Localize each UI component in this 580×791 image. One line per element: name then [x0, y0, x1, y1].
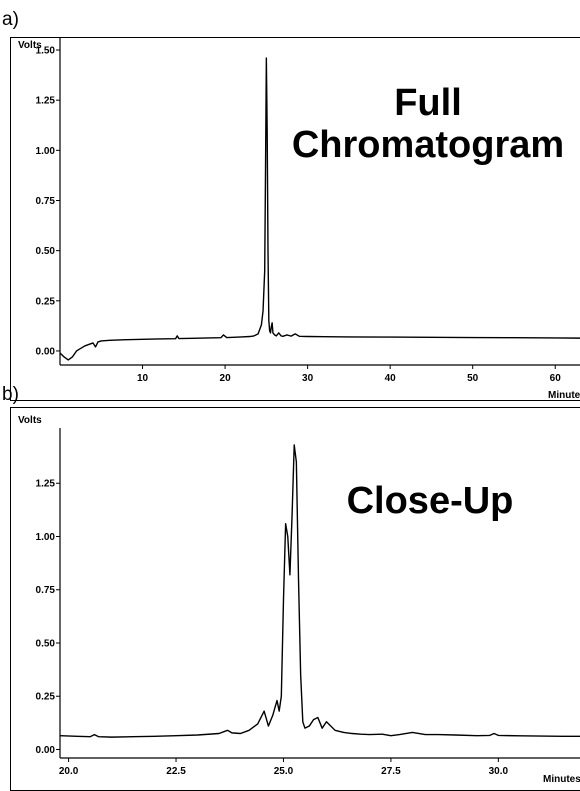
y-axis-unit-label: Volts: [18, 40, 42, 51]
chart-b: 0.00 0.25 0.50 0.75 1.00 1.25 20.0 22.5 25.0 27.5…: [18, 415, 580, 785]
y-tick-label: 0.75: [36, 196, 56, 207]
x-tick-label: 60: [550, 373, 562, 384]
panel-a-title-line1: Full: [394, 82, 462, 124]
x-tick-label: 50: [467, 373, 479, 384]
x-tick-label: 30.0: [489, 766, 509, 777]
y-axis-unit-label: Volts: [18, 415, 42, 426]
panel-a-label: a): [2, 9, 19, 30]
y-tick-label: 0.50: [36, 638, 56, 649]
panel-b-title: Close-Up: [346, 480, 514, 522]
x-tick-label: 27.5: [381, 766, 401, 777]
panel-a-title: Full Chromatogram: [268, 82, 580, 166]
x-axis-unit-label: Minutes: [548, 390, 580, 401]
x-tick-label: 10: [137, 373, 149, 384]
x-tick-label: 40: [385, 373, 397, 384]
y-tick-label: 1.00: [36, 532, 56, 543]
y-tick-label: 0.50: [36, 246, 56, 257]
x-tick-label: 22.5: [166, 766, 186, 777]
panel-b-label: b): [2, 384, 19, 405]
y-tick-label: 0.00: [36, 745, 56, 756]
y-tick-label: 0.00: [36, 346, 56, 357]
panel-b-frame: [10, 407, 580, 791]
chart-a: 0.00 0.25 0.50 0.75 1.00 1.25 1.50 10 20 30 40 50 60…: [18, 38, 580, 401]
y-tick-label: 0.25: [36, 692, 56, 703]
x-tick-label: 20.0: [59, 766, 79, 777]
x-tick-label: 25.0: [274, 766, 294, 777]
y-tick-label: 0.25: [36, 296, 56, 307]
x-tick-label: 20: [220, 373, 232, 384]
series-line: [59, 57, 580, 361]
x-tick-label: 30: [302, 373, 314, 384]
y-tick-label: 1.25: [36, 479, 56, 490]
series-line: [59, 444, 580, 738]
x-axis-unit-label: Minutes: [543, 774, 580, 785]
y-tick-label: 1.50: [36, 46, 56, 57]
panel-a-title-line2: Chromatogram: [291, 124, 565, 166]
y-tick-label: 1.00: [36, 146, 56, 157]
y-tick-label: 1.25: [36, 96, 56, 107]
y-tick-label: 0.75: [36, 585, 56, 596]
